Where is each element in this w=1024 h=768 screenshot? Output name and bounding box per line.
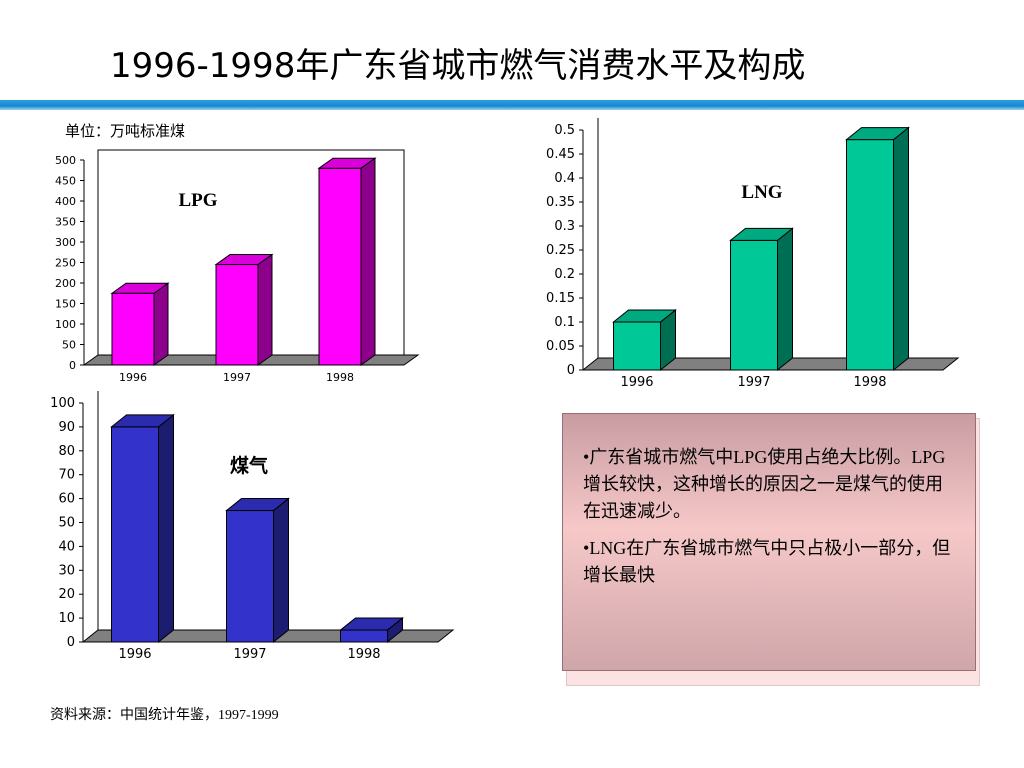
x-tick-label: 1998 — [326, 371, 354, 384]
y-tick-label: 0.3 — [554, 219, 575, 234]
y-tick-label: 450 — [55, 175, 76, 188]
bar-1997 — [215, 264, 259, 366]
y-tick-label: 0.4 — [554, 171, 575, 186]
chart-title: 煤气 — [230, 454, 268, 477]
chart-3: 0 10 20 30 40 50 60 70 80 90 100 1996 1997 1998 煤气 — [50, 391, 455, 662]
bar-1997 — [226, 510, 274, 643]
y-tick-label: 0.1 — [554, 315, 575, 330]
bar-side-1996 — [153, 282, 169, 366]
y-tick-label: 0.05 — [546, 339, 575, 354]
y-tick-label: 350 — [55, 216, 76, 229]
bar-1998 — [340, 629, 388, 643]
note-item-2: LNG在广东省城市燃气中只占极小一部分，但增长最快 — [583, 535, 953, 589]
chart-2: 0 0.05 0.1 0.15 0.2 0.25 0.3 0.35 0.4 0.45 0.5 1996… — [546, 118, 960, 390]
bar-top-1998 — [845, 127, 910, 141]
bar-top-1996 — [110, 282, 170, 294]
y-tick-label: 90 — [58, 420, 75, 435]
y-tick-label: 80 — [58, 444, 75, 459]
bar-side-1996 — [158, 413, 174, 644]
bar-side-1997 — [273, 497, 289, 644]
bar-top-1996 — [110, 414, 175, 428]
y-tick-label: 0.45 — [546, 147, 575, 162]
x-tick-label: 1996 — [118, 647, 151, 662]
title-divider — [0, 100, 1024, 110]
bar-side-1998 — [893, 126, 909, 372]
y-tick-label: 50 — [62, 339, 76, 352]
page-title: 1996-1998年广东省城市燃气消费水平及构成 — [110, 46, 806, 86]
y-tick-label: 100 — [55, 318, 76, 331]
bar-1996 — [111, 426, 159, 643]
bar-top-1997 — [214, 254, 274, 266]
bar-1998 — [318, 167, 362, 366]
y-tick-label: 0.35 — [546, 195, 575, 210]
y-tick-label: 200 — [55, 277, 76, 290]
bar-top-1997 — [729, 227, 794, 241]
bar-1996 — [613, 321, 661, 371]
bar-top-1997 — [225, 498, 290, 512]
y-tick-label: 50 — [58, 516, 75, 531]
x-tick-label: 1997 — [233, 647, 266, 662]
y-tick-label: 0 — [567, 363, 575, 378]
bar-top-1998 — [317, 157, 377, 169]
x-tick-label: 1997 — [737, 375, 770, 390]
y-tick-label: 300 — [55, 236, 76, 249]
y-tick-label: 150 — [55, 298, 76, 311]
chart-title: LNG — [741, 182, 782, 203]
y-tick-label: 40 — [58, 539, 75, 554]
y-tick-label: 0.5 — [554, 123, 575, 138]
y-tick-label: 100 — [50, 396, 75, 411]
y-tick-label: 250 — [55, 257, 76, 270]
x-tick-label: 1998 — [347, 647, 380, 662]
y-tick-label: 20 — [58, 587, 75, 602]
y-tick-label: 70 — [58, 468, 75, 483]
y-tick-label: 0.15 — [546, 291, 575, 306]
x-tick-label: 1996 — [620, 375, 653, 390]
y-tick-label: 500 — [55, 154, 76, 167]
y-tick-label: 60 — [58, 492, 75, 507]
bar-side-1997 — [257, 253, 273, 366]
bar-1997 — [730, 239, 778, 371]
y-tick-label: 400 — [55, 195, 76, 208]
y-tick-label: 0 — [69, 359, 76, 372]
source-note: 资料来源：中国统计年鉴，1997-1999 — [50, 708, 279, 723]
x-tick-label: 1997 — [223, 371, 251, 384]
y-tick-label: 10 — [58, 611, 75, 626]
x-tick-label: 1996 — [119, 371, 147, 384]
note-item-1: 广东省城市燃气中LPG使用占绝大比例。LPG 增长较快，这种增长的原因之一是煤气… — [583, 444, 953, 525]
bar-top-1998 — [339, 617, 404, 631]
bar-side-1998 — [360, 157, 376, 366]
y-tick-label: 0.25 — [546, 243, 575, 258]
y-tick-label: 0.2 — [554, 267, 575, 282]
notes-box: 广东省城市燃气中LPG使用占绝大比例。LPG 增长较快，这种增长的原因之一是煤气… — [562, 413, 976, 671]
y-tick-label: 0 — [67, 635, 75, 650]
bar-side-1997 — [777, 227, 793, 372]
y-tick-label: 30 — [58, 563, 75, 578]
unit-label: 单位：万吨标准煤 — [65, 124, 186, 140]
bar-top-1996 — [612, 309, 677, 323]
bar-1998 — [846, 139, 894, 371]
bar-1996 — [111, 292, 155, 366]
x-tick-label: 1998 — [853, 375, 886, 390]
chart-1: 0 50 100 150 200 250 300 350 400 450 500 1996 1997 19… — [55, 149, 420, 384]
chart-title: LPG — [178, 190, 217, 211]
